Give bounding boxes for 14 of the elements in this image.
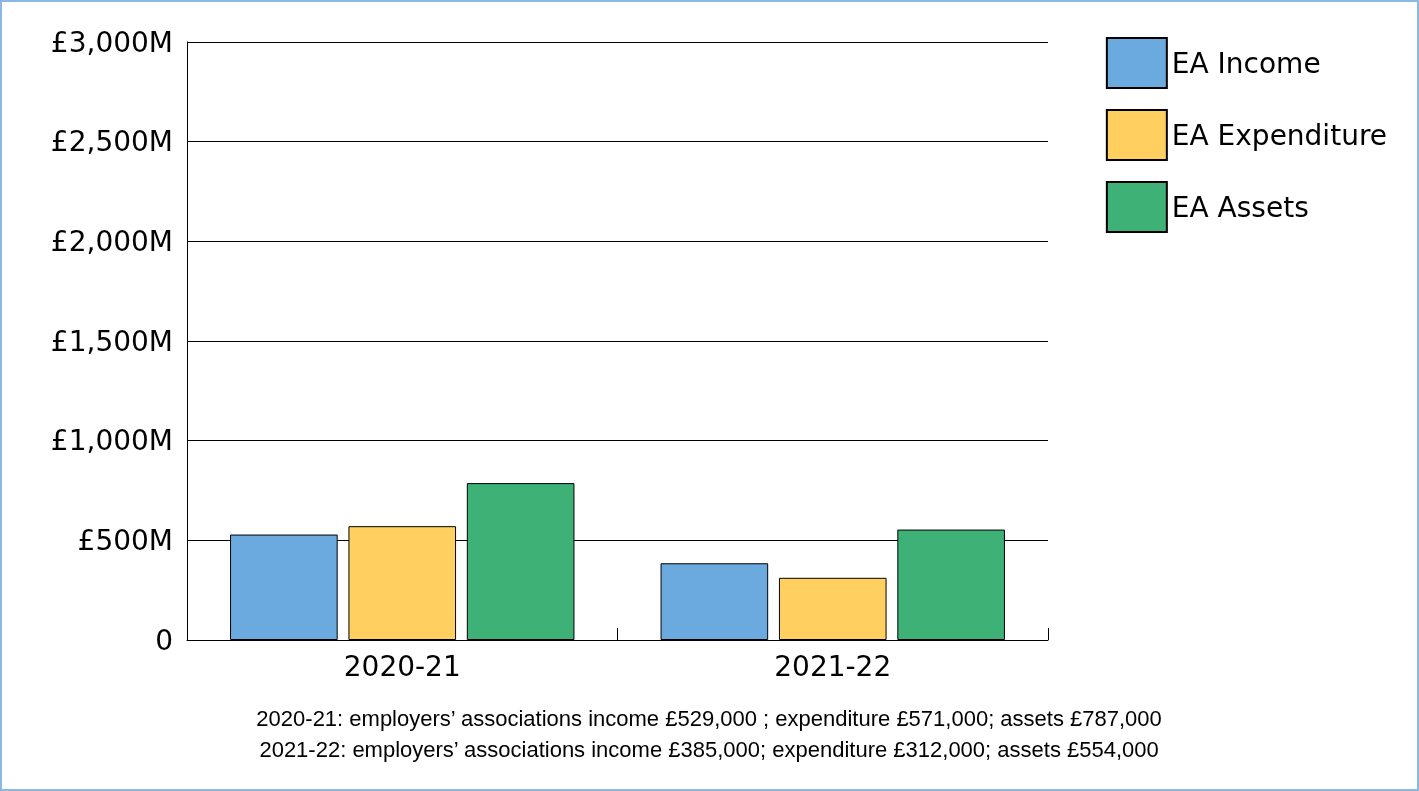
y-tick-label: £1,000M <box>50 424 173 458</box>
text: 2021-22: employers’ associations income £385,000; expenditure £312,000; assets £554,000 <box>259 736 1159 762</box>
y-tick-label: £2,500M <box>50 125 173 159</box>
x-tick-label: 2020-21 <box>343 649 461 683</box>
legend-label: EA Assets <box>1171 190 1309 224</box>
y-tick-label: £2,000M <box>50 224 173 258</box>
legend-label: EA Expenditure <box>1171 118 1387 152</box>
y-tick-label: 0 <box>155 623 173 657</box>
legend-label: EA Income <box>1171 46 1321 80</box>
y-tick-label: £3,000M <box>50 25 173 59</box>
text: 2020-21: employers’ associations income £529,000 ; expenditure £571,000; assets £787,000 <box>256 705 1162 731</box>
x-tick-label: 2021-22 <box>774 649 892 683</box>
y-tick-label: £1,500M <box>50 324 173 358</box>
y-tick-label: £500M <box>77 523 173 557</box>
